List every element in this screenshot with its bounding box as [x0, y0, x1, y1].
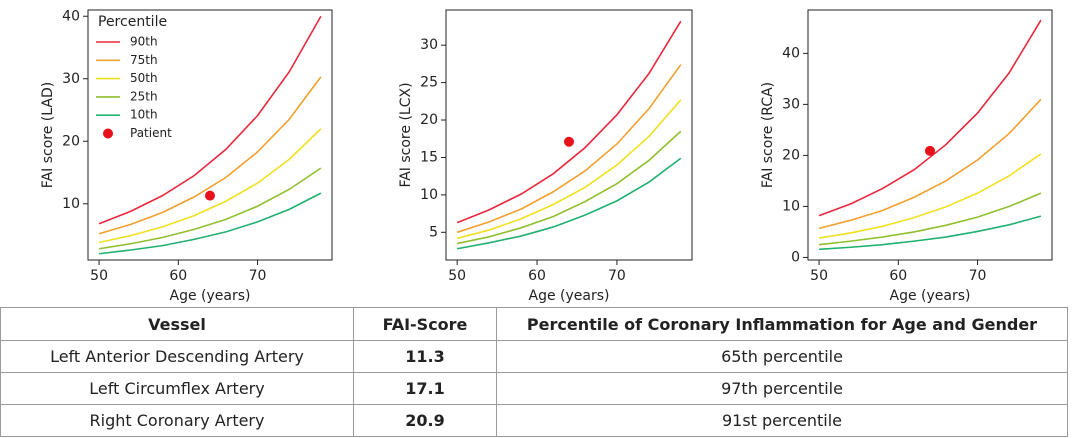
y-tick-label: 10 — [782, 198, 800, 214]
y-axis-label: FAI score (LCX) — [398, 82, 414, 187]
percentile-line — [819, 192, 1042, 246]
percentile-line — [818, 19, 1042, 217]
fai-score: 11.3 — [353, 340, 497, 373]
y-tick-label: 30 — [782, 96, 800, 112]
y-axis-label: FAI score (LAD) — [40, 82, 56, 188]
axes-frame — [807, 9, 1053, 261]
patient-point — [205, 190, 215, 201]
header-cell: Vessel — [0, 307, 354, 341]
y-tick-label: 40 — [782, 45, 800, 61]
x-tick-label: 50 — [448, 268, 466, 284]
legend-label: 50th — [130, 71, 158, 85]
y-axis-label: FAI score (RCA) — [760, 82, 776, 188]
percentile-line — [818, 153, 1042, 239]
y-tick-label: 0 — [791, 249, 800, 265]
x-tick-label: 60 — [889, 268, 907, 284]
row: Left Circumflex Artery 17.1 97th percent… — [0, 372, 1068, 405]
y-tick-label: 25 — [420, 75, 438, 91]
percentile: 97th percentile — [496, 372, 1068, 405]
x-tick-label: 50 — [90, 268, 108, 284]
percentile-line — [457, 157, 682, 250]
patient-point — [564, 136, 574, 147]
header-row: Vessel FAI-Score Percentile of Coronary … — [0, 307, 1068, 341]
percentile-line — [456, 99, 682, 240]
percentile-line — [456, 20, 682, 224]
legend-label: Patient — [130, 126, 172, 140]
y-tick-label: 15 — [420, 149, 438, 165]
percentile-line — [819, 215, 1042, 251]
axes-frame — [87, 9, 333, 261]
legend-label: 75th — [130, 53, 158, 67]
x-tick-label: 50 — [810, 268, 828, 284]
y-tick-label: 40 — [62, 8, 80, 24]
legend-label: 90th — [130, 35, 158, 49]
y-tick-label: 20 — [420, 112, 438, 128]
fai-score: 17.1 — [353, 372, 497, 405]
legend-label: 10th — [130, 108, 158, 122]
x-tick-label: 60 — [169, 268, 187, 284]
percentile: 65th percentile — [496, 340, 1068, 373]
percentile-line — [98, 192, 322, 255]
y-tick-label: 5 — [429, 224, 438, 240]
percentile: 91st percentile — [496, 404, 1068, 437]
row: Left Anterior Descending Artery 11.3 65t… — [0, 340, 1068, 373]
percentile-line — [98, 15, 322, 225]
vessel: Left Circumflex Artery — [0, 372, 354, 405]
y-tick-label: 10 — [62, 196, 80, 212]
vessel: Left Anterior Descending Artery — [0, 340, 354, 373]
x-tick-label: 60 — [528, 268, 546, 284]
vessel: Right Coronary Artery — [0, 404, 354, 437]
y-tick-label: 20 — [62, 133, 80, 149]
percentile-line — [98, 167, 322, 250]
y-tick-label: 10 — [420, 187, 438, 203]
x-axis-label: Age (years) — [170, 288, 251, 304]
y-tick-label: 20 — [782, 147, 800, 163]
x-tick-label: 70 — [608, 268, 626, 284]
header-cell: Percentile of Coronary Inflammation for … — [496, 307, 1068, 341]
header-cell: FAI-Score — [353, 307, 497, 341]
percentile-line — [818, 98, 1042, 230]
y-tick-label: 30 — [420, 37, 438, 53]
row: Right Coronary Artery 20.9 91st percenti… — [0, 404, 1068, 437]
x-tick-label: 70 — [969, 268, 987, 284]
legend-swatch — [103, 128, 113, 139]
results-table: Vessel FAI-Score Percentile of Coronary … — [0, 307, 1068, 437]
fai-score: 20.9 — [353, 404, 497, 437]
x-axis-label: Age (years) — [529, 288, 610, 304]
legend-title: Percentile — [98, 14, 167, 30]
legend-label: 25th — [130, 89, 158, 103]
y-tick-label: 30 — [62, 71, 80, 87]
percentile-line — [457, 130, 682, 245]
percentile-line — [98, 76, 322, 235]
x-tick-label: 70 — [249, 268, 267, 284]
patient-point — [925, 145, 935, 156]
percentile-line — [456, 64, 682, 234]
axes-frame — [445, 9, 693, 261]
percentile-line — [98, 128, 322, 244]
x-axis-label: Age (years) — [890, 288, 971, 304]
